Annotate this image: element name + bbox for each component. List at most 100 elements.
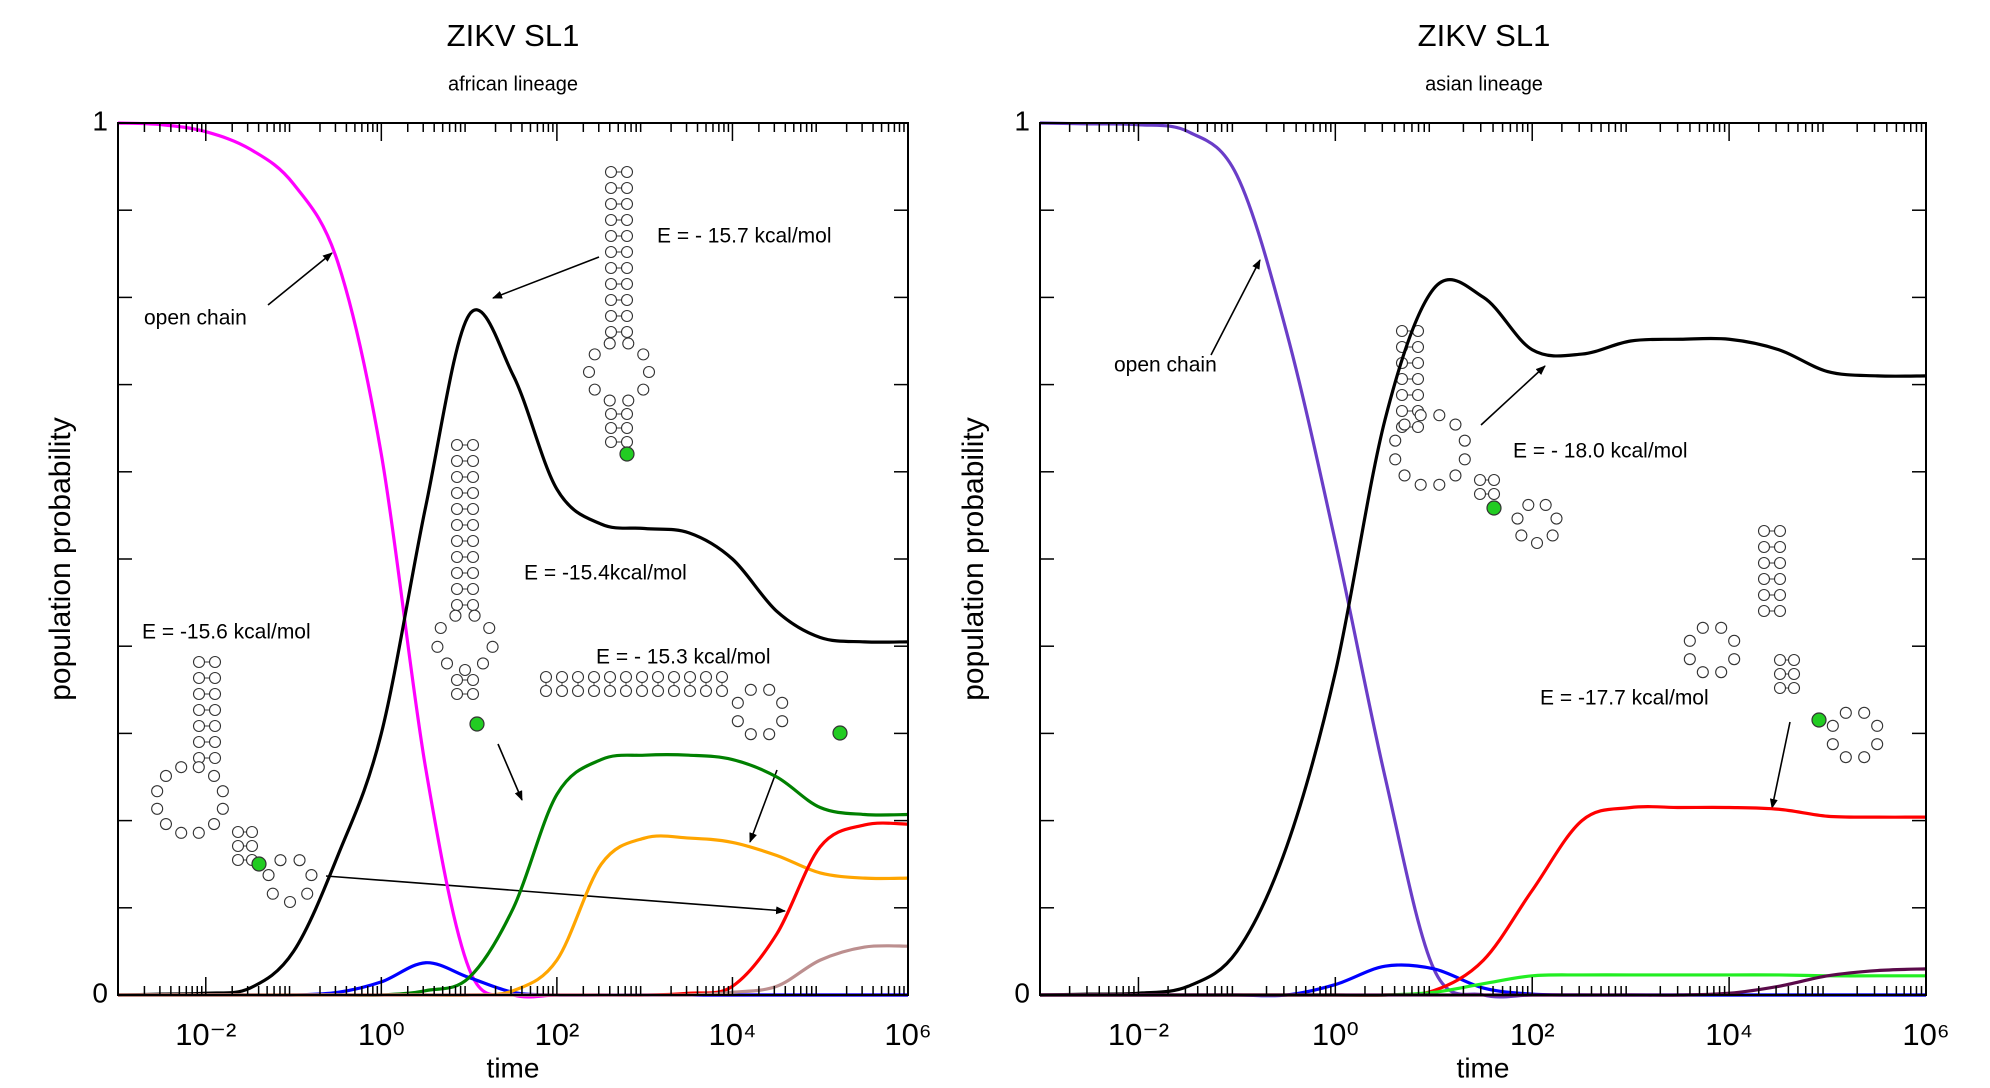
rna-base	[1473, 473, 1487, 487]
y-tick-label: 0	[92, 977, 108, 1008]
rna-base	[604, 407, 618, 421]
rna-base	[1411, 356, 1425, 370]
rna-base	[620, 229, 634, 243]
rna-base	[604, 293, 618, 307]
rna-base	[449, 609, 462, 622]
rna-base	[604, 197, 618, 211]
rna-base	[604, 229, 618, 243]
rna-marker	[1811, 712, 1827, 728]
rna-base	[620, 197, 634, 211]
rna-base	[776, 715, 789, 728]
rna-base	[1449, 418, 1462, 431]
rna-base	[1511, 512, 1524, 525]
rna-base	[466, 518, 480, 532]
rna-base	[262, 869, 275, 882]
rna-base	[1395, 324, 1409, 338]
y-tick-label: 1	[1014, 105, 1030, 136]
rna-base	[1757, 540, 1771, 554]
rna-base	[1826, 719, 1839, 732]
rna-base	[1530, 536, 1544, 550]
rna-base	[192, 655, 206, 669]
arrow	[492, 256, 600, 299]
rna-base	[1715, 621, 1728, 634]
rna-base	[1773, 653, 1787, 667]
annotation: open chain	[144, 307, 247, 330]
rna-base	[1473, 487, 1487, 501]
rna-base	[208, 655, 222, 669]
rna-base	[1515, 529, 1528, 542]
x-axis-label: time	[1457, 1052, 1510, 1083]
rna-base	[571, 684, 585, 698]
rna-base	[1395, 388, 1409, 402]
rna-marker	[469, 716, 485, 732]
rna-base	[622, 337, 635, 350]
rna-base	[555, 684, 569, 698]
rna-base	[450, 598, 464, 612]
rna-base	[1728, 653, 1741, 666]
panel: ZIKV SL1 african lineage time population pr…	[44, 18, 932, 1083]
rna-base	[667, 670, 681, 684]
rna-base	[450, 687, 464, 701]
rna-base	[620, 165, 634, 179]
rna-base	[466, 550, 480, 564]
rna-base	[216, 785, 229, 798]
rna-base	[159, 769, 173, 783]
rna-base	[1715, 666, 1728, 679]
rna-base	[466, 566, 480, 580]
rna-base	[683, 670, 697, 684]
rna-base	[283, 895, 297, 909]
rna-base	[450, 534, 464, 548]
rna-base	[466, 470, 480, 484]
rna-base	[744, 728, 757, 741]
rna-base	[604, 325, 618, 339]
rna-base	[1773, 681, 1787, 695]
annotation: E = - 18.0 kcal/mol	[1513, 440, 1688, 463]
data-line	[117, 308, 909, 997]
rna-base	[603, 684, 617, 698]
rna-base	[1871, 719, 1884, 732]
rna-base	[1414, 478, 1427, 491]
rna-base	[466, 673, 480, 687]
rna-base	[604, 261, 618, 275]
x-tick-label: 10⁻²	[1108, 1017, 1169, 1052]
rna-base	[635, 670, 649, 684]
rna-base	[431, 640, 444, 653]
rna-base	[192, 735, 206, 749]
rna-base	[1487, 473, 1501, 487]
annotation: E = -17.7 kcal/mol	[1540, 687, 1709, 710]
rna-marker	[832, 725, 848, 741]
rna-base	[620, 435, 634, 449]
rna-base	[274, 854, 287, 867]
rna-base	[468, 609, 481, 622]
rna-base	[1683, 634, 1696, 647]
rna-base	[620, 277, 634, 291]
annotation: E = -15.4kcal/mol	[524, 562, 687, 585]
chart-title: ZIKV SL1	[447, 18, 580, 53]
rna-base	[192, 719, 206, 733]
rna-base	[208, 671, 222, 685]
arrow	[1769, 721, 1791, 809]
rna-base	[731, 696, 744, 709]
rna-base	[622, 394, 635, 407]
rna-base	[667, 684, 681, 698]
rna-base	[245, 839, 259, 853]
rna-base	[731, 715, 744, 728]
x-tick-label: 10⁰	[358, 1017, 405, 1052]
rna-base	[1411, 420, 1425, 434]
chart-subtitle: asian lineage	[1425, 73, 1543, 95]
y-tick-label: 1	[92, 105, 108, 136]
y-tick-label: 0	[1014, 977, 1030, 1008]
rna-base	[1411, 340, 1425, 354]
rna-base	[466, 687, 480, 701]
rna-base	[1728, 634, 1741, 647]
rna-base	[466, 598, 480, 612]
rna-base	[603, 670, 617, 684]
rna-base	[1757, 556, 1771, 570]
annotation: E = - 15.7 kcal/mol	[657, 225, 832, 248]
rna-base	[159, 817, 173, 831]
rna-base	[620, 421, 634, 435]
rna-base	[1539, 498, 1552, 512]
rna-base	[620, 309, 634, 323]
rna-base	[192, 687, 206, 701]
